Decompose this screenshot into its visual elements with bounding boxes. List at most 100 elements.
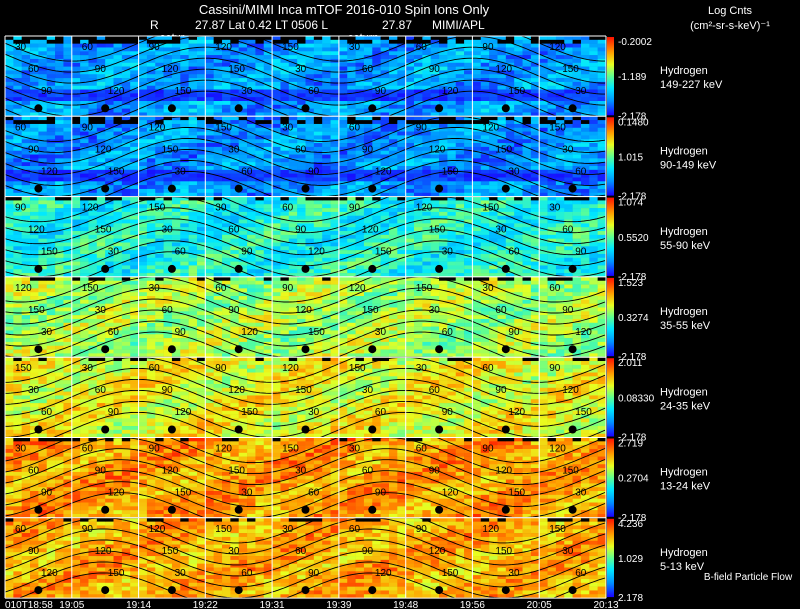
heatmap-cell xyxy=(505,200,515,205)
heatmap-cell xyxy=(230,211,240,217)
heatmap-cell xyxy=(63,101,73,106)
heatmap-cell xyxy=(80,353,89,358)
heatmap-cell xyxy=(155,85,164,90)
heatmap-cell xyxy=(105,173,114,178)
heatmap-cell xyxy=(46,112,56,117)
heatmap-cell xyxy=(422,66,432,71)
heatmap-cell xyxy=(347,70,356,75)
heatmap-cell xyxy=(414,139,423,144)
heatmap-cell xyxy=(205,146,214,152)
heatmap-cell xyxy=(180,181,189,186)
heatmap-cell xyxy=(263,219,273,224)
heatmap-cell xyxy=(230,78,240,83)
heatmap-cell xyxy=(572,200,582,205)
heatmap-cell xyxy=(397,204,406,209)
heatmap-cell xyxy=(88,123,98,129)
heatmap-cell xyxy=(272,158,281,163)
heatmap-cell xyxy=(564,108,573,113)
heatmap-cell xyxy=(372,55,381,60)
heatmap-cell xyxy=(163,200,173,205)
heatmap-cell xyxy=(414,219,423,224)
heatmap-cell xyxy=(88,242,98,247)
heatmap-cell xyxy=(80,78,89,83)
heatmap-cell xyxy=(313,246,323,251)
heatmap-cell xyxy=(547,70,557,75)
heatmap-cell xyxy=(447,227,457,232)
heatmap-cell xyxy=(338,78,348,83)
heatmap-cell xyxy=(363,273,373,278)
heatmap-cell xyxy=(597,131,607,136)
heatmap-cell xyxy=(430,104,440,109)
heatmap-cell xyxy=(347,143,356,148)
heatmap-cell xyxy=(5,135,14,140)
heatmap-cell xyxy=(447,81,457,87)
heatmap-cell xyxy=(597,185,607,190)
heatmap-cell xyxy=(63,146,73,152)
heatmap-cell xyxy=(288,231,298,236)
heatmap-cell xyxy=(30,51,39,56)
heatmap-cell xyxy=(13,334,22,339)
heatmap-cell xyxy=(247,261,256,266)
heatmap-cell xyxy=(38,166,48,171)
heatmap-cell xyxy=(55,78,64,83)
heatmap-cell xyxy=(121,93,131,98)
heatmap-cell xyxy=(414,66,423,71)
heatmap-cell xyxy=(297,97,306,102)
heatmap-cell xyxy=(572,250,582,255)
heatmap-cell xyxy=(113,85,123,90)
heatmap-cell xyxy=(388,97,398,102)
heatmap-cell xyxy=(196,227,206,232)
heatmap-cell xyxy=(589,123,598,129)
heatmap-cell xyxy=(447,211,457,217)
heatmap-cell xyxy=(238,185,248,190)
heatmap-cell xyxy=(263,81,273,87)
heatmap-cell xyxy=(363,93,373,98)
heatmap-cell xyxy=(514,250,523,255)
heatmap-cell xyxy=(63,273,73,278)
heatmap-cell xyxy=(430,227,440,232)
heatmap-cell xyxy=(388,257,398,262)
heatmap-cell xyxy=(322,269,331,274)
contour-label: 150 xyxy=(549,122,566,133)
heatmap-cell xyxy=(497,131,507,136)
heatmap-cell xyxy=(105,185,114,190)
heatmap-cell xyxy=(338,143,348,148)
heatmap-cell xyxy=(388,223,398,228)
heatmap-cell xyxy=(280,39,290,44)
heatmap-cell xyxy=(288,257,298,262)
heatmap-cell xyxy=(372,104,381,109)
heatmap-cell xyxy=(38,39,48,44)
heatmap-cell xyxy=(288,131,298,136)
heatmap-cell xyxy=(222,250,231,255)
heatmap-cell xyxy=(205,55,214,60)
heatmap-cell xyxy=(80,127,89,132)
heatmap-cell xyxy=(372,158,381,163)
heatmap-cell xyxy=(138,204,148,209)
heatmap-cell xyxy=(414,246,423,251)
heatmap-cell xyxy=(514,246,523,251)
heatmap-cell xyxy=(514,74,523,79)
heatmap-cell xyxy=(238,81,248,87)
heatmap-cell xyxy=(105,166,114,171)
heatmap-cell xyxy=(522,43,532,48)
heatmap-cell xyxy=(522,139,532,144)
heatmap-cell xyxy=(414,211,423,217)
heatmap-cell xyxy=(30,135,39,140)
heatmap-cell xyxy=(522,66,532,71)
heatmap-cell xyxy=(514,227,523,232)
heatmap-cell xyxy=(522,150,532,155)
heatmap-cell xyxy=(196,39,206,44)
heatmap-cell xyxy=(514,150,523,155)
heatmap-cell xyxy=(30,353,39,358)
heatmap-cell xyxy=(105,101,114,106)
heatmap-cell xyxy=(263,101,273,106)
heatmap-cell xyxy=(46,166,56,171)
heatmap-cell xyxy=(188,257,198,262)
heatmap-cell xyxy=(13,280,22,285)
heatmap-cell xyxy=(230,47,240,52)
heatmap-cell xyxy=(196,173,206,178)
heatmap-cell xyxy=(430,135,440,140)
heatmap-cell xyxy=(388,51,398,56)
heatmap-cell xyxy=(439,104,448,109)
heatmap-cell xyxy=(171,89,181,94)
